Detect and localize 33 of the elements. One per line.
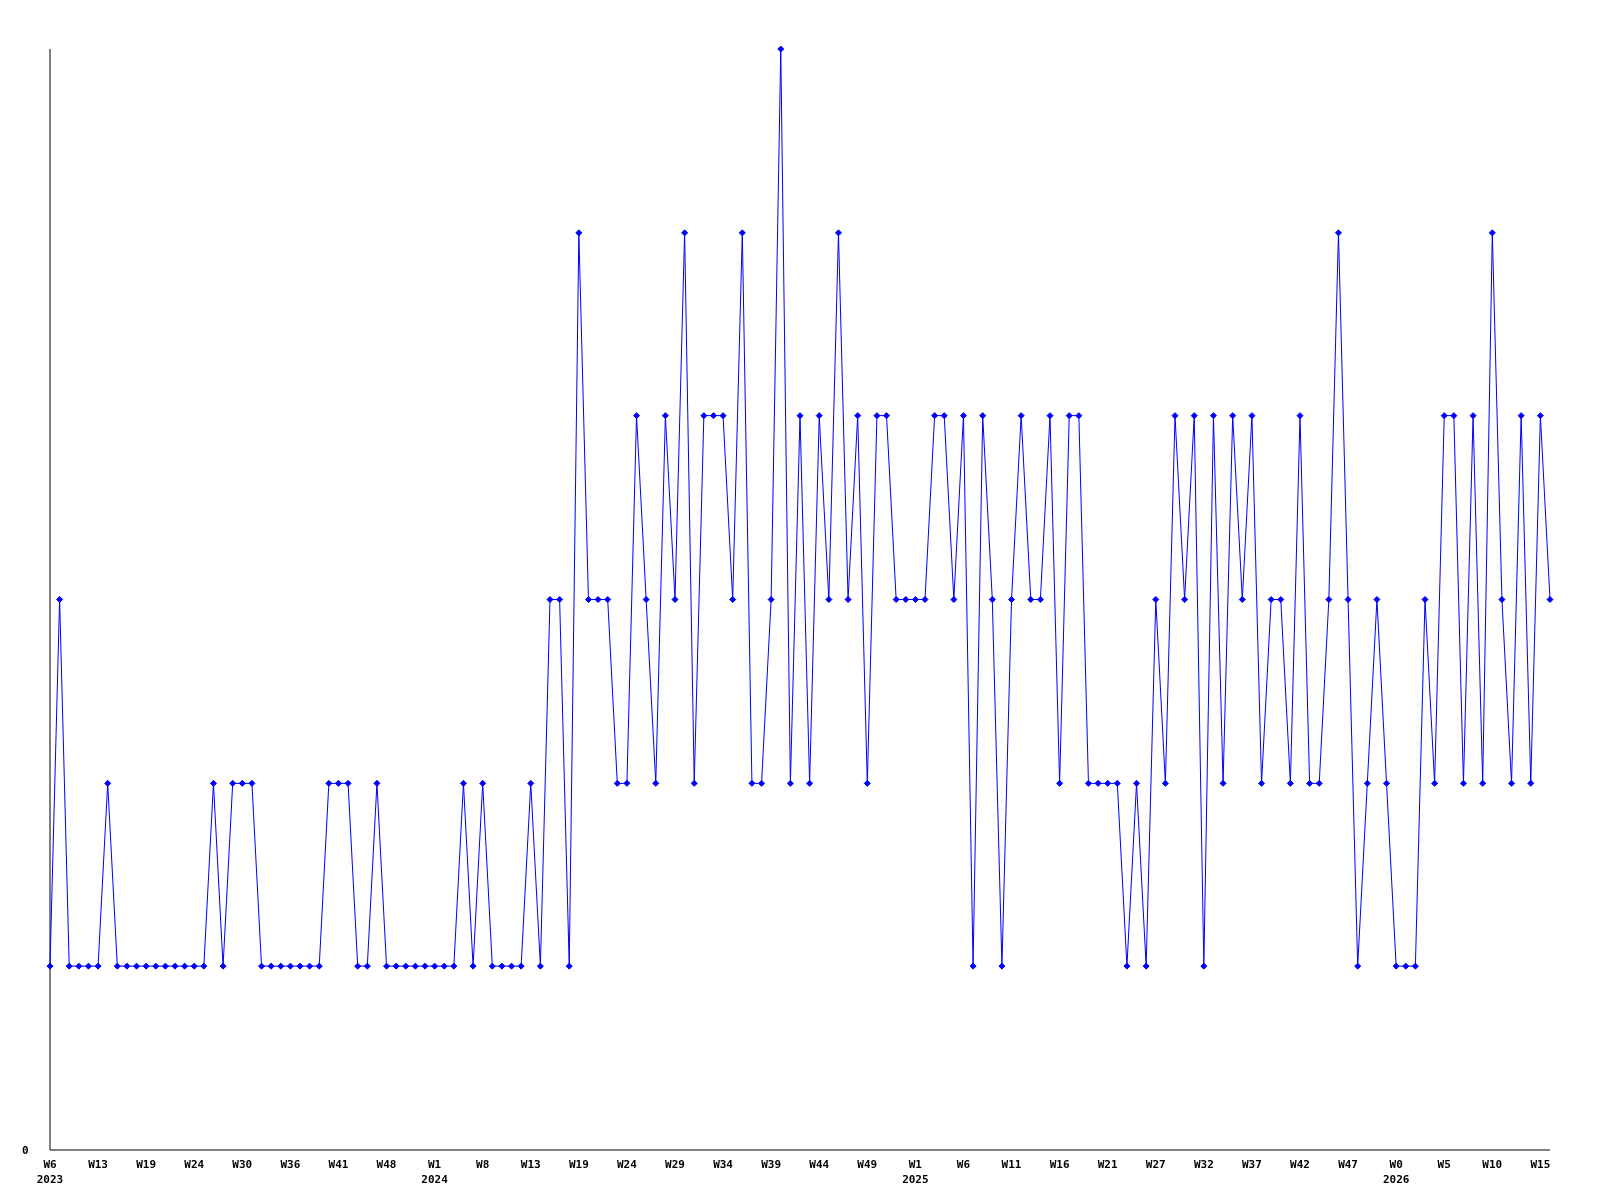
x-tick-label: W13: [88, 1158, 109, 1171]
x-tick-label: W10: [1482, 1158, 1503, 1171]
x-tick-label: W48: [376, 1158, 397, 1171]
x-tick-label: W6: [956, 1158, 971, 1171]
x-tick-label: W41: [328, 1158, 349, 1171]
x-tick-label: W11: [1001, 1158, 1022, 1171]
x-tick-label: W42: [1290, 1158, 1310, 1171]
x-tick-label: W21: [1097, 1158, 1118, 1171]
x-tick-label: W39: [761, 1158, 782, 1171]
x-tick-label: W1 2024: [421, 1158, 449, 1186]
x-tick-label: W44: [809, 1158, 830, 1171]
x-tick-label: W30: [232, 1158, 253, 1171]
x-tick-label: W37: [1241, 1158, 1262, 1171]
x-tick-label: W8: [476, 1158, 490, 1171]
x-tick-label: W6 2023: [36, 1158, 64, 1186]
x-tick-label: W0 2026: [1382, 1158, 1410, 1186]
x-tick-label: W19: [136, 1158, 157, 1171]
text: 0: [22, 1144, 29, 1157]
x-tick-label: W34: [713, 1158, 734, 1171]
x-tick-label: W1 2025: [902, 1158, 929, 1186]
x-tick-label: W24: [616, 1158, 638, 1171]
x-tick-label: W13: [520, 1158, 541, 1171]
x-tick-label: W16: [1049, 1158, 1070, 1171]
x-tick-label: W5: [1437, 1158, 1451, 1171]
x-tick-label: W36: [280, 1158, 301, 1171]
x-tick-label: W19: [568, 1158, 589, 1171]
x-tick-label: W47: [1338, 1158, 1359, 1171]
x-tick-label: W15: [1530, 1158, 1551, 1171]
x-tick-label: W24: [184, 1158, 205, 1171]
x-tick-label: W27: [1145, 1158, 1166, 1171]
x-tick-label: W32: [1193, 1158, 1214, 1171]
x-tick-label: W29: [665, 1158, 685, 1171]
x-tick-label: W49: [857, 1158, 878, 1171]
